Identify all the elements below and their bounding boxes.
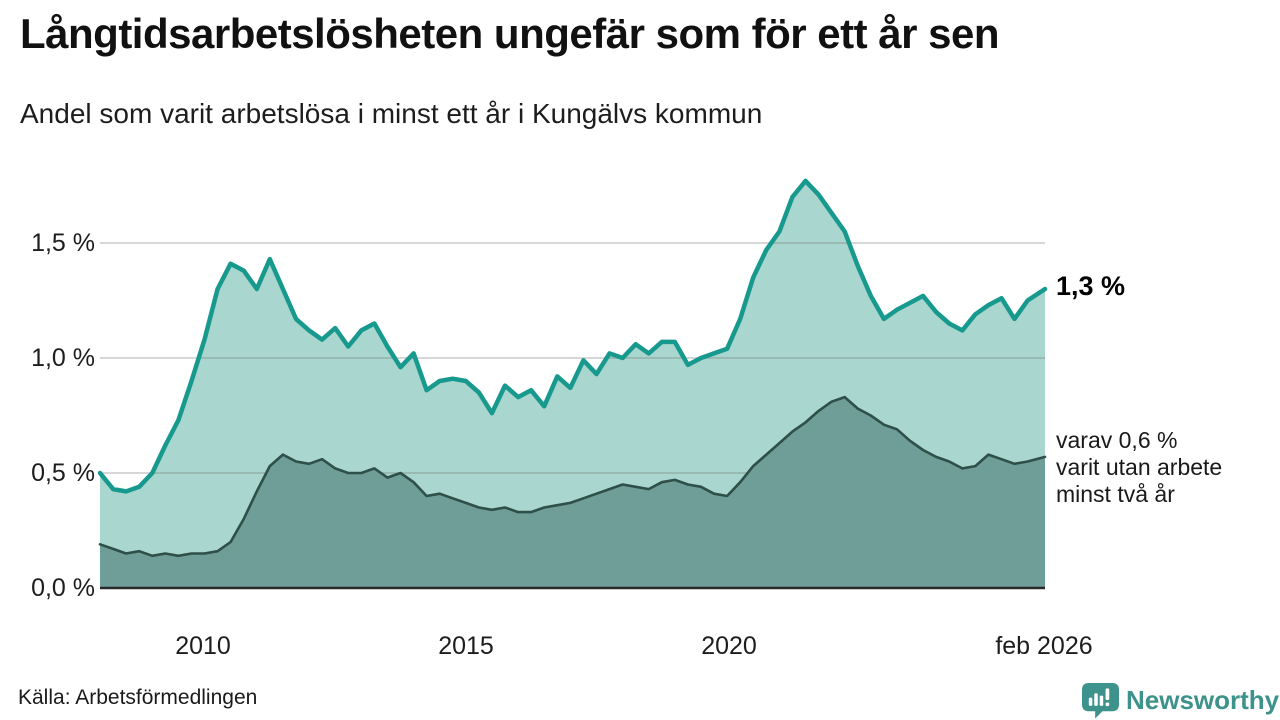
x-tick-label-2015: 2015 xyxy=(438,632,494,660)
secondary-value-line2: varit utan arbete xyxy=(1056,454,1223,480)
y-tick-label-0-0: 0,0 % xyxy=(31,574,95,602)
newsworthy-brand-text: Newsworthy xyxy=(1126,685,1280,715)
y-tick-label-1-0: 1,0 % xyxy=(31,344,95,372)
y-tick-label-1-5: 1,5 % xyxy=(31,229,95,257)
secondary-value-label: varav 0,6 % varit utan arbete minst två … xyxy=(1056,427,1222,508)
series-2yr-line xyxy=(98,395,1047,558)
page-subtitle: Andel som varit arbetslösa i minst ett å… xyxy=(20,98,763,129)
source-note: Källa: Arbetsförmedlingen xyxy=(18,686,258,709)
series-1yr-line xyxy=(97,178,1048,494)
series-2yr-area xyxy=(100,397,1045,588)
secondary-value-line3: minst två år xyxy=(1056,481,1175,507)
newsworthy-logo-icon xyxy=(1082,683,1119,720)
newsworthy-brand: Newsworthy xyxy=(1082,683,1279,720)
x-tick-label-2010: 2010 xyxy=(175,632,231,660)
page-title: Långtidsarbetslösheten ungefär som för e… xyxy=(20,10,1000,57)
latest-value-label: 1,3 % xyxy=(1056,271,1126,301)
y-tick-label-0-5: 0,5 % xyxy=(31,459,95,487)
x-tick-label-2020: 2020 xyxy=(701,632,757,660)
secondary-value-line1: varav 0,6 % xyxy=(1056,427,1178,453)
x-tick-label-feb-2026: feb 2026 xyxy=(995,632,1093,660)
